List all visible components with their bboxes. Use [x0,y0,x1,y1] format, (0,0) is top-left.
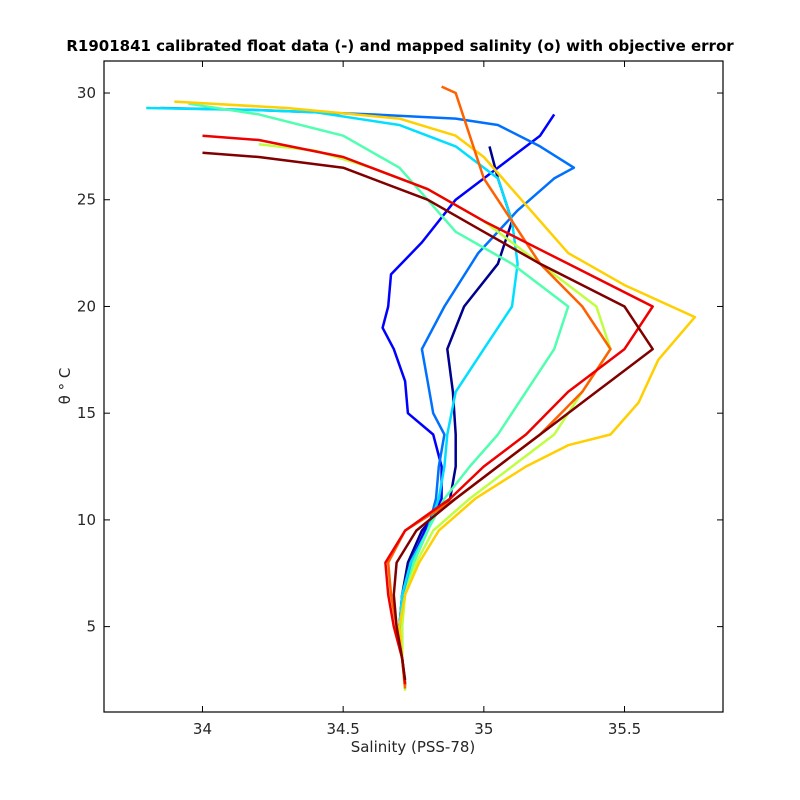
x-tick-label: 35 [474,720,493,738]
y-tick-label: 5 [86,618,96,636]
plot-frame [103,60,724,713]
series-line [160,106,576,683]
x-axis-label: Salinity (PSS-78) [351,738,476,756]
x-tick-label: 34 [193,720,212,738]
series-line [188,102,570,687]
series-line [202,134,654,685]
y-tick-label: 20 [77,297,96,315]
series-line [386,85,612,689]
y-axis-label: θ ° C [56,368,74,405]
series-line [146,106,519,685]
series-lines [146,85,697,691]
y-tick-label: 25 [77,191,96,209]
axis-ticks: 34 34.5 35 35.5 5 10 15 20 25 30 [77,61,723,738]
series-line [174,100,697,685]
chart-title: R1901841 calibrated float data (-) and m… [66,37,734,55]
y-tick-label: 15 [77,404,96,422]
series-line [202,151,654,681]
x-tick-label: 35.5 [608,720,641,738]
x-tick-label: 34.5 [326,720,359,738]
y-tick-label: 10 [77,511,96,529]
y-tick-label: 30 [77,84,96,102]
